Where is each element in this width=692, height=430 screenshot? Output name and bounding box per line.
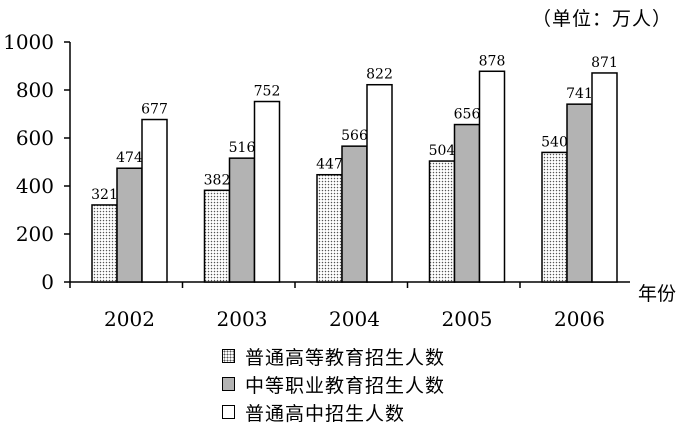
y-tick-label: 800: [16, 78, 54, 102]
bar-2004-series-2: [366, 83, 393, 283]
bar-2002-series-1: [116, 167, 143, 283]
bar-2003-series-0: [203, 189, 231, 283]
data-label: 871: [591, 55, 618, 71]
bar-2006-series-1: [566, 103, 593, 283]
bar-2004-series-0: [316, 173, 343, 283]
data-label: 516: [229, 140, 256, 156]
data-label: 656: [454, 107, 481, 123]
y-tick-label: 600: [16, 126, 54, 150]
unit-label: （单位：万人）: [532, 8, 673, 30]
y-tick-label: 400: [16, 174, 54, 198]
x-axis-label: 年份: [638, 283, 676, 305]
bar-2005-series-2: [478, 70, 506, 283]
bar-2005-series-1: [453, 123, 481, 283]
data-label: 447: [316, 157, 343, 173]
bar-2002-series-0: [91, 204, 118, 283]
y-tick-label: 200: [16, 222, 54, 246]
data-label: 878: [479, 53, 506, 69]
bar-2006-series-0: [541, 151, 568, 283]
data-label: 540: [541, 134, 568, 150]
x-tick-label: 2004: [329, 307, 380, 331]
bar-2005-series-0: [428, 160, 456, 283]
data-label: 321: [91, 187, 118, 203]
data-label: 822: [366, 67, 393, 83]
x-tick-label: 2002: [104, 307, 155, 331]
legend-label: 普通高等教育招生人数: [245, 346, 446, 369]
legend-item-vocational-education: 中等职业教育招生人数: [222, 370, 445, 398]
x-tick-label: 2005: [442, 307, 493, 331]
y-tick-label: 0: [41, 270, 54, 294]
bar-2003-series-1: [228, 157, 256, 283]
legend-item-higher-education: 普通高等教育招生人数: [222, 342, 445, 370]
data-label: 382: [204, 172, 231, 188]
legend-label: 中等职业教育招生人数: [245, 374, 446, 397]
data-label: 741: [566, 86, 593, 102]
legend: 普通高等教育招生人数 中等职业教育招生人数 普通高中招生人数: [222, 342, 445, 426]
legend-label: 普通高中招生人数: [245, 402, 406, 425]
data-label: 504: [429, 143, 456, 159]
x-tick-label: 2003: [217, 307, 268, 331]
legend-swatch-dotted: [222, 349, 235, 363]
bar-2003-series-2: [253, 100, 281, 283]
legend-swatch-white: [222, 405, 235, 419]
bar-2006-series-2: [591, 72, 618, 283]
bar-2004-series-1: [341, 145, 368, 283]
y-tick-label: 1000: [3, 30, 54, 54]
legend-item-high-school: 普通高中招生人数: [222, 398, 445, 426]
data-label: 566: [341, 128, 368, 144]
data-label: 474: [116, 150, 143, 166]
data-label: 752: [254, 84, 281, 100]
x-tick-label: 2006: [554, 307, 605, 331]
legend-swatch-gray: [222, 377, 235, 391]
data-label: 677: [141, 102, 168, 118]
bar-2002-series-2: [141, 118, 168, 283]
